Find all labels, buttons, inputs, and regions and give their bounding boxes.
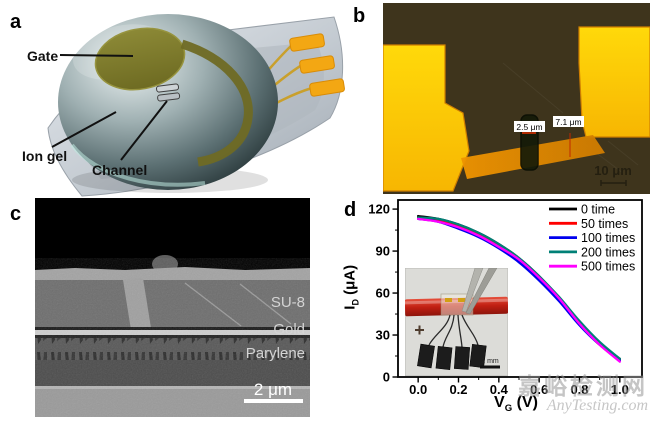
tweezers [461, 268, 498, 315]
gate-annotation: Gate [27, 48, 58, 64]
gold-label: Gold [273, 321, 305, 338]
annotation-lines [51, 54, 168, 161]
dome-gold-trace [180, 39, 253, 167]
panel-b-micrograph: 2.5 μm 7.1 μm 10 μm [383, 3, 650, 194]
x-tick-label: 0.4 [490, 382, 509, 397]
legend-label: 500 times [581, 260, 635, 274]
svg-text:2.5 μm: 2.5 μm [516, 122, 542, 132]
x-tick-label: 0.2 [449, 382, 467, 397]
x-axis-symbol: V [494, 394, 505, 411]
x-axis-subscript: G [504, 402, 513, 414]
gate-electrode [94, 27, 186, 91]
inset-scale-bar [480, 365, 500, 369]
y-tick-label: 90 [376, 244, 390, 259]
parylene-label: Parylene [246, 345, 305, 362]
sem-noise-overlay [35, 258, 310, 417]
curve-500-times [417, 217, 621, 363]
panel-b-label: b [353, 5, 366, 27]
x-tick-label: 0.0 [409, 382, 427, 397]
legend-label: 0 time [581, 203, 615, 217]
x-tick-label: 0.8 [570, 382, 588, 397]
sem-scale-text: 2 μm [254, 380, 292, 399]
y-axis-subscript: D [350, 299, 361, 306]
legend-label: 50 times [581, 217, 628, 231]
left-gold-pad [383, 44, 470, 192]
y-tick-label: 0 [383, 370, 390, 385]
y-axis-symbol: I [341, 305, 359, 310]
device-wires [428, 314, 479, 348]
y-axis-title: ID (μA) [342, 232, 361, 342]
panel-a-label: a [10, 11, 22, 33]
x-tick-label: 0.6 [530, 382, 548, 397]
svg-text:7.1 μm: 7.1 μm [555, 117, 581, 127]
right-gold-pad [578, 26, 650, 138]
su8-label: SU-8 [271, 294, 305, 311]
sem-scale-bar [244, 399, 303, 403]
contact-pads [417, 343, 487, 370]
plot-frame [397, 199, 643, 378]
y-tick-label: 60 [376, 286, 390, 301]
channel-annotation: Channel [92, 162, 147, 178]
measurement-label-2: 7.1 μm [553, 116, 584, 127]
x-tick-label: 1.0 [611, 382, 629, 397]
ion-gel-annotation: Ion gel [22, 148, 67, 164]
panel-d-label: d [344, 199, 357, 221]
legend-label: 100 times [581, 231, 635, 245]
inset-scale-text: 2 mm [481, 358, 499, 365]
legend-label: 200 times [581, 245, 635, 259]
connector-pads [289, 33, 345, 97]
micrograph-scale-bar [600, 180, 627, 186]
panel-a-schematic: Gate Ion gel Channel [22, 14, 345, 197]
measurement-label-1: 2.5 μm [514, 121, 545, 132]
micrograph-scale-text: 10 μm [594, 163, 632, 178]
inset-photo: 2 mm [405, 268, 508, 376]
y-axis-unit: (μA) [341, 264, 359, 300]
ion-gel-rim-highlight [70, 143, 206, 187]
plus-mark [415, 325, 424, 335]
y-tick-label: 120 [368, 202, 390, 217]
panel-c-label: c [10, 203, 22, 225]
x-axis-title: VG (V) [456, 394, 576, 414]
panel-c-sem-image: SU-8 Gold Parylene 2 μm [35, 198, 310, 417]
y-tick-label: 30 [376, 328, 390, 343]
channel-element [156, 83, 181, 102]
x-axis-unit: (V) [512, 394, 538, 411]
